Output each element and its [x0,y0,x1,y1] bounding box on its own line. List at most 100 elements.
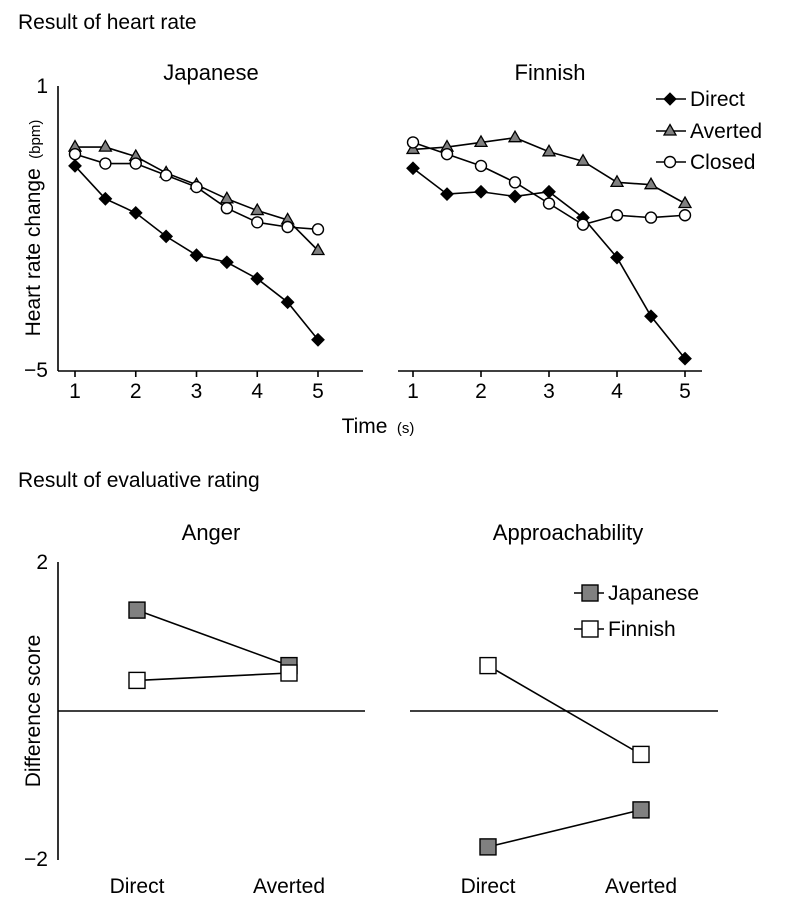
point-closed-8 [311,223,325,236]
x-tick-label: 4 [611,380,623,403]
diamond-marker-icon [663,92,677,106]
legend-label-averted: Averted [690,120,762,143]
point-closed-0 [406,136,420,149]
x-tick-label: Averted [253,875,325,898]
heart-right-plot [405,129,693,366]
legend-label-japanese: Japanese [608,582,699,605]
x-tick-label: 1 [407,380,419,403]
point-averted-7 [643,176,659,190]
point-japanese-0 [128,601,146,619]
point-closed-5 [576,218,590,231]
rating-anger-panel: Anger Direct Averted [57,520,365,898]
point-closed-1 [99,157,112,170]
x-tick-label: 2 [130,380,142,403]
triangle-marker-icon [662,123,678,136]
point-closed-7 [644,211,658,224]
point-closed-8 [678,209,692,222]
heart-right-x-ticks: 1 2 3 4 5 [407,371,691,403]
panel-title-anger: Anger [182,520,241,545]
point-closed-2 [474,159,488,173]
square-white-marker-icon [581,620,599,638]
legend-label-closed: Closed [690,151,755,174]
series-line-finnish [487,664,642,756]
rating-right-plot [479,656,650,856]
point-closed-6 [610,209,624,222]
heart-ylabel-unit: (bpm) [27,120,44,159]
legend-label-direct: Direct [690,88,745,111]
x-tick-label: 5 [679,380,691,403]
heart-rate-section-title: Result of heart rate [18,11,197,34]
point-averted-2 [473,134,489,148]
point-direct-3 [508,189,522,204]
rating-y-tick-bottom: −2 [24,848,48,871]
point-direct-8 [311,332,325,347]
heart-left-plot [67,139,326,347]
point-direct-0 [406,161,420,176]
point-averted-3 [507,129,523,143]
point-closed-1 [440,147,454,161]
point-averted-8 [310,242,326,256]
rating-legend-finnish: Finnish [574,618,676,641]
rating-legend-japanese: Japanese [574,582,699,605]
series-line-finnish [136,672,290,682]
x-tick-label: Averted [605,875,677,898]
x-tick-label: 2 [475,380,487,403]
rating-y-tick-top: 2 [36,551,48,574]
point-direct-3 [159,229,174,244]
point-averted-5 [575,153,591,166]
rating-right-x-ticks: Direct Averted [461,875,677,898]
heart-legend-direct: Direct [656,88,745,111]
x-tick-label: Direct [461,875,516,898]
heart-y-axis-label: Heart rate change (bpm) [22,120,45,337]
point-direct-8 [678,351,692,366]
x-tick-label: 1 [69,380,81,403]
heart-y-tick-top: 1 [36,75,48,98]
point-closed-6 [251,216,264,229]
rating-section-title: Result of evaluative rating [18,469,260,492]
point-direct-6 [250,271,265,286]
point-finnish-1 [632,745,650,764]
point-direct-4 [542,184,556,199]
point-direct-0 [68,158,82,173]
point-direct-1 [98,191,113,206]
heart-legend: Direct Averted Closed [656,88,762,174]
x-tick-label: 5 [312,380,324,403]
x-tick-label: 4 [251,380,263,403]
point-direct-4 [189,248,204,263]
heart-legend-closed: Closed [656,151,755,174]
rating-approachability-panel: Approachability Direct Averted [410,520,718,898]
square-gray-marker-icon [581,584,599,602]
heart-ylabel-text: Heart rate change [22,168,45,336]
rating-legend: Japanese Finnish [574,582,699,641]
point-japanese-0 [479,838,497,856]
point-closed-3 [508,176,522,189]
point-direct-2 [128,205,143,220]
heart-finnish-panel: Finnish 1 2 3 4 5 [398,60,702,403]
point-closed-5 [220,201,234,215]
panel-title-finnish: Finnish [515,60,586,85]
heart-left-x-ticks: 1 2 3 4 5 [69,371,324,403]
point-direct-7 [280,295,295,310]
panel-title-japanese: Japanese [163,60,258,85]
point-direct-5 [219,255,234,270]
point-closed-7 [281,220,294,234]
point-direct-2 [474,184,488,199]
point-direct-6 [610,250,624,265]
rating-y-axis-label: Difference score [22,635,45,788]
series-line-japanese [136,609,290,667]
heart-x-axis-label: Time (s) [342,415,415,438]
rating-left-x-ticks: Direct Averted [110,875,325,898]
series-line-japanese [487,809,642,848]
point-finnish-0 [479,656,497,675]
point-averted-6 [609,174,625,187]
point-finnish-0 [128,671,146,690]
point-finnish-1 [280,664,298,682]
heart-xlabel-text: Time [342,415,388,438]
point-closed-3 [159,169,173,182]
heart-legend-averted: Averted [656,120,762,143]
circle-marker-icon [663,155,677,169]
heart-japanese-panel: Japanese 1 2 3 4 5 [57,60,363,403]
point-averted-8 [677,195,693,209]
heart-y-tick-bottom: −5 [24,359,48,382]
